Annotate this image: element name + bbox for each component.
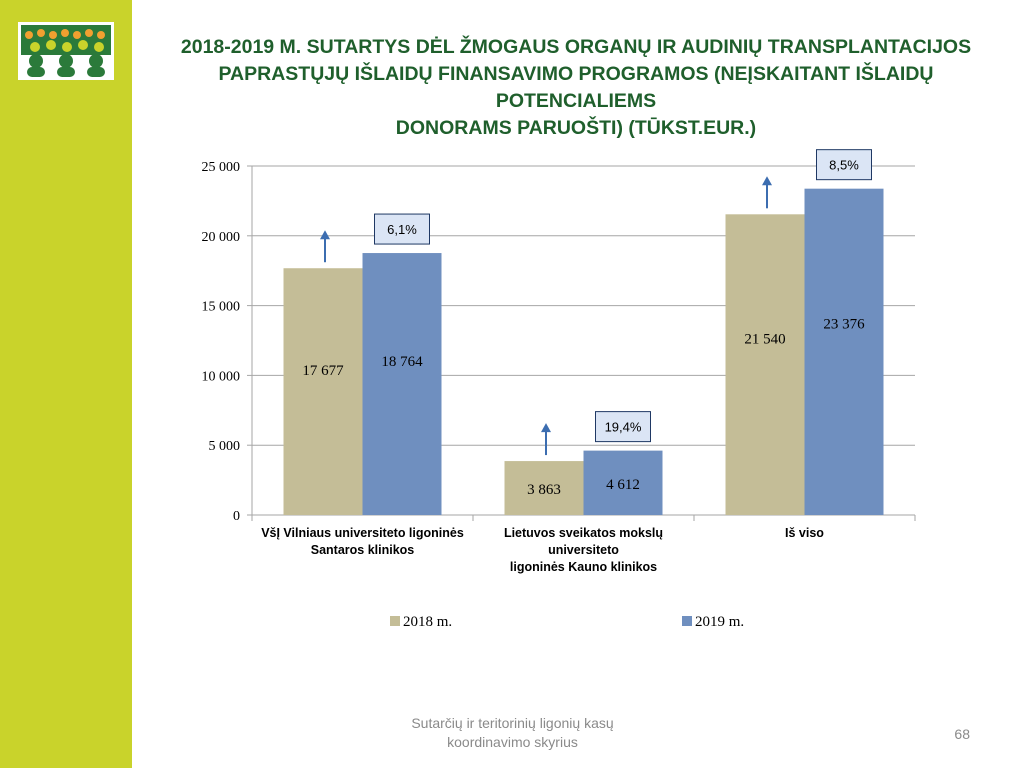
change-label-box — [595, 411, 651, 443]
data-label: 23 376 — [823, 317, 865, 333]
change-label: 8,5% — [829, 158, 859, 173]
y-tick-label: 10 000 — [202, 369, 241, 384]
data-label: 17 677 — [302, 363, 344, 379]
data-label: 3 863 — [527, 482, 561, 498]
footer: Sutarčių ir teritorinių ligonių kasų koo… — [380, 714, 645, 752]
title-line: PAPRASTŲJŲ IŠLAIDŲ FINANSAVIMO PROGRAMOS… — [218, 63, 934, 112]
change-label-box — [374, 213, 430, 245]
x-category-label: universiteto — [548, 543, 619, 557]
slide-title: 2018-2019 M. SUTARTYS DĖL ŽMOGAUS ORGANŲ… — [140, 34, 1012, 142]
title-line: DONORAMS PARUOŠTI) (TŪKST.EUR.) — [395, 117, 757, 139]
x-category-label: ligoninės Kauno klinikos — [510, 560, 657, 574]
x-category-label: Lietuvos sveikatos mokslų — [504, 526, 663, 540]
legend-swatch — [390, 616, 400, 626]
y-tick-label: 25 000 — [202, 160, 241, 175]
bar — [362, 253, 442, 515]
sidebar-band — [0, 0, 132, 768]
data-label: 21 540 — [744, 332, 785, 348]
logo — [18, 22, 114, 80]
footer-line: koordinavimo skyrius — [447, 734, 578, 750]
footer-line: Sutarčių ir teritorinių ligonių kasų — [411, 715, 614, 731]
y-tick-label: 0 — [233, 509, 240, 524]
bar — [283, 268, 363, 515]
y-tick-label: 15 000 — [202, 300, 241, 315]
increase-arrow-head — [762, 176, 772, 186]
bar — [583, 450, 663, 515]
x-category-label: Santaros klinikos — [311, 543, 415, 557]
data-label: 4 612 — [606, 477, 640, 493]
increase-arrow-head — [320, 230, 330, 240]
data-label: 18 764 — [381, 354, 423, 370]
bar — [725, 214, 805, 515]
increase-arrow-head — [541, 423, 551, 433]
title-line: 2018-2019 M. SUTARTYS DĖL ŽMOGAUS ORGANŲ… — [180, 36, 972, 58]
bar-chart: 0 5 000 10 000 15 000 20 000 25 000 17 677 18 7… — [202, 149, 916, 630]
y-tick-label: 20 000 — [202, 230, 241, 245]
x-category-label: Iš viso — [785, 526, 824, 540]
change-label-box — [816, 149, 872, 181]
page-number: 68 — [954, 726, 970, 742]
change-label: 6,1% — [387, 222, 417, 237]
bar — [804, 188, 884, 516]
legend-label: 2019 m. — [695, 614, 744, 630]
y-tick-label: 5 000 — [209, 439, 241, 454]
change-label: 19,4% — [605, 420, 642, 435]
legend-swatch — [682, 616, 692, 626]
bar — [504, 461, 584, 515]
x-category-label: VšĮ Vilniaus universiteto ligoninės — [261, 526, 464, 540]
legend-label: 2018 m. — [403, 614, 452, 630]
